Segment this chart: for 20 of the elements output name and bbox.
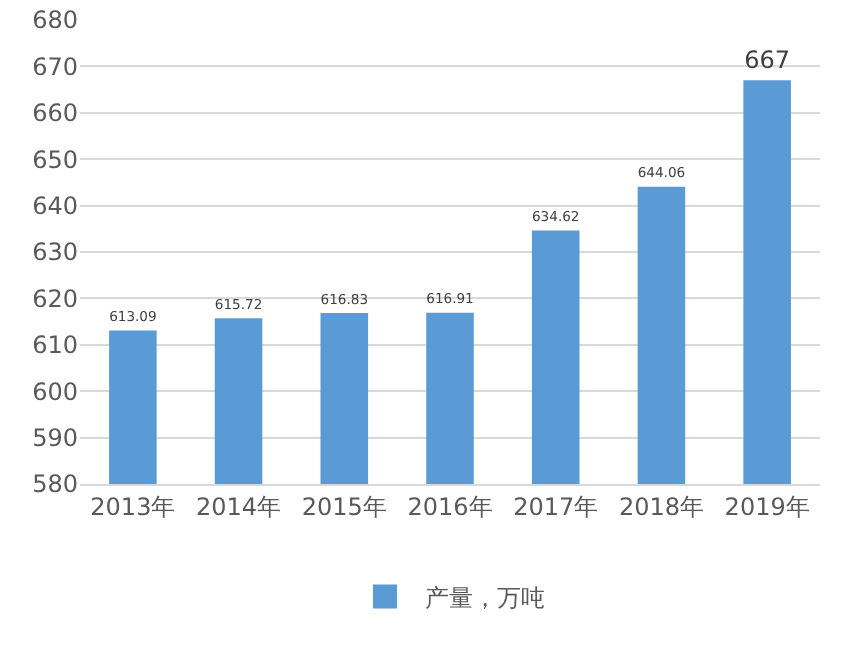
x-tick-label: 2013年 — [90, 492, 176, 521]
y-tick-label: 600 — [32, 377, 78, 406]
data-label: 667 — [744, 46, 791, 75]
y-tick-label: 620 — [32, 284, 78, 313]
x-tick-label: 2018年 — [618, 492, 704, 521]
y-tick-label: 590 — [32, 424, 78, 452]
y-tick-label: 650 — [32, 145, 78, 174]
x-tick-label: 2019年 — [724, 492, 810, 521]
y-tick-label: 580 — [32, 470, 78, 499]
x-tick-label: 2017年 — [513, 492, 599, 521]
y-tick-label: 670 — [32, 52, 78, 81]
x-tick-label: 2015年 — [301, 492, 387, 521]
y-tick-label: 640 — [32, 192, 78, 220]
legend-label: 产量，万吨 — [425, 583, 545, 612]
y-tick-label: 680 — [32, 6, 78, 35]
y-tick-label: 610 — [32, 331, 78, 360]
x-tick-label: 2016年 — [407, 492, 493, 521]
x-tick-label: 2014年 — [196, 492, 282, 521]
y-tick-label: 630 — [32, 238, 78, 267]
y-tick-label: 660 — [32, 99, 78, 128]
